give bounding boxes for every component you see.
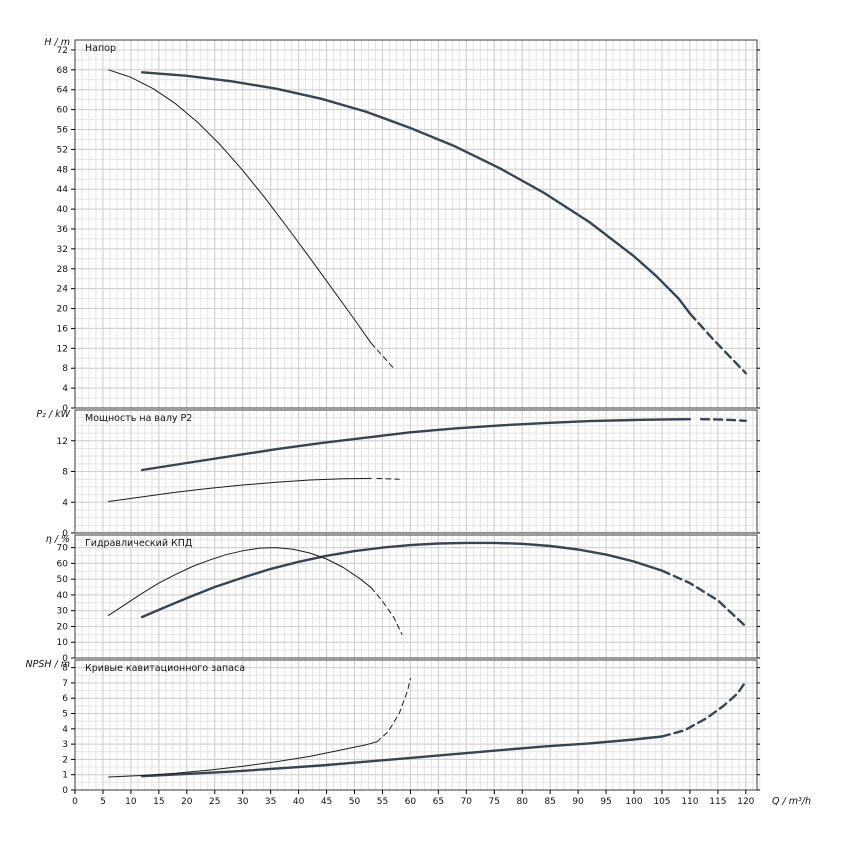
tick-label: 55 <box>377 797 388 807</box>
tick-label: 60 <box>57 559 69 569</box>
tick-label: 50 <box>349 797 361 807</box>
panel-npsh: 0 1 2 3 4 5 6 7 8 <box>62 659 761 796</box>
tick-label: 85 <box>544 797 555 807</box>
series-pump-curve-1-solid <box>140 735 664 778</box>
series-pump-curve-2-solid <box>108 547 372 616</box>
tick-label: 60 <box>405 797 417 807</box>
tick-label: 2 <box>62 755 68 765</box>
tick-label: 0 <box>62 654 68 664</box>
panel-title-head: Напор <box>85 43 117 54</box>
series-pump-curve-1-solid <box>140 71 692 315</box>
tick-label: 70 <box>57 544 69 554</box>
panel-efficiency: 0 10 20 30 40 50 60 70 <box>57 531 761 664</box>
y-axis-label-efficiency: η / % <box>45 534 70 545</box>
tick-label: 40 <box>57 591 69 601</box>
tick-label: 10 <box>125 797 137 807</box>
tick-label: 40 <box>293 797 305 807</box>
tick-label: 20 <box>181 797 193 807</box>
tick-label: 70 <box>461 797 473 807</box>
series-pump-curve-1-dashed <box>660 569 747 628</box>
y-axis-label-npsh: NPSH / m <box>25 659 70 670</box>
tick-label: 15 <box>153 797 164 807</box>
tick-label: 20 <box>57 305 69 315</box>
panel-border <box>74 659 758 791</box>
tick-label: 50 <box>57 575 69 585</box>
tick-label: 35 <box>265 797 276 807</box>
tick-label: 12 <box>57 437 68 447</box>
series-pump-curve-1-solid <box>140 541 664 619</box>
tick-label: 105 <box>653 797 670 807</box>
tick-label: 0 <box>62 404 68 414</box>
tick-label: 7 <box>62 679 68 689</box>
tick-label: 8 <box>62 468 68 478</box>
x-axis-label: Q / m³/h <box>772 796 812 807</box>
tick-label: 5 <box>100 797 106 807</box>
tick-label: 4 <box>62 725 68 735</box>
series-pump-curve-2-solid <box>108 477 372 502</box>
tick-label: 32 <box>57 245 68 255</box>
tick-label: 4 <box>62 498 68 508</box>
tick-label: 5 <box>62 710 68 720</box>
panel-title-npsh: Кривые кавитационного запаса <box>85 663 246 674</box>
series-pump-curve-1-solid <box>140 418 692 472</box>
tick-label: 0 <box>62 786 68 796</box>
series-pump-curve-2-solid <box>108 69 372 344</box>
tick-label: 72 <box>57 46 68 56</box>
tick-label: 30 <box>57 607 69 617</box>
series-pump-curve-2-dashed <box>376 677 411 743</box>
tick-label: 52 <box>57 145 68 155</box>
series-pump-curve-1-dashed <box>688 312 747 375</box>
tick-label: 68 <box>57 66 69 76</box>
tick-label: 6 <box>62 694 68 704</box>
series-pump-curve-2-solid <box>108 741 378 778</box>
tick-label: 95 <box>600 797 611 807</box>
tick-label: 0 <box>72 797 78 807</box>
y-axis-label-head: H / m <box>44 37 70 48</box>
tick-label: 30 <box>237 797 249 807</box>
tick-label: 56 <box>57 126 69 136</box>
tick-label: 4 <box>62 384 68 394</box>
panel-title-efficiency: Гидравлический КПД <box>85 538 193 549</box>
tick-label: 20 <box>57 622 69 632</box>
tick-label: 44 <box>57 185 69 195</box>
panel-border <box>74 39 758 409</box>
tick-label: 65 <box>433 797 444 807</box>
tick-label: 120 <box>737 797 754 807</box>
series-pump-curve-1-dashed <box>660 680 747 738</box>
tick-label: 8 <box>62 364 68 374</box>
tick-label: 36 <box>57 225 69 235</box>
tick-label: 80 <box>516 797 528 807</box>
tick-label: 8 <box>62 664 68 674</box>
tick-label: 0 <box>62 529 68 539</box>
tick-label: 28 <box>57 265 69 275</box>
tick-label: 24 <box>57 285 69 295</box>
tick-label: 75 <box>489 797 500 807</box>
panel-power: 0 4 8 12 <box>57 409 761 539</box>
tick-label: 115 <box>709 797 726 807</box>
series-pump-curve-2-dashed <box>376 477 400 480</box>
tick-label: 110 <box>681 797 698 807</box>
panel-title-power: Мощность на валу P2 <box>85 413 193 424</box>
series-pump-curve-1-dashed <box>699 418 747 422</box>
tick-label: 3 <box>62 740 68 750</box>
tick-label: 10 <box>57 638 69 648</box>
series-pump-curve-2-dashed <box>370 342 395 369</box>
tick-label: 25 <box>209 797 220 807</box>
series-pump-curve-2-dashed <box>370 587 403 635</box>
tick-label: 16 <box>57 324 69 334</box>
tick-label: 60 <box>57 106 69 116</box>
tick-label: 100 <box>625 797 642 807</box>
tick-label: 90 <box>572 797 584 807</box>
tick-label: 45 <box>321 797 332 807</box>
y-axis-label-power: P₂ / kW <box>36 409 70 420</box>
tick-label: 40 <box>57 205 69 215</box>
tick-label: 12 <box>57 344 68 354</box>
tick-label: 48 <box>57 165 69 175</box>
panel-border <box>74 534 758 659</box>
tick-label: 1 <box>62 771 68 781</box>
tick-label: 64 <box>57 86 69 96</box>
